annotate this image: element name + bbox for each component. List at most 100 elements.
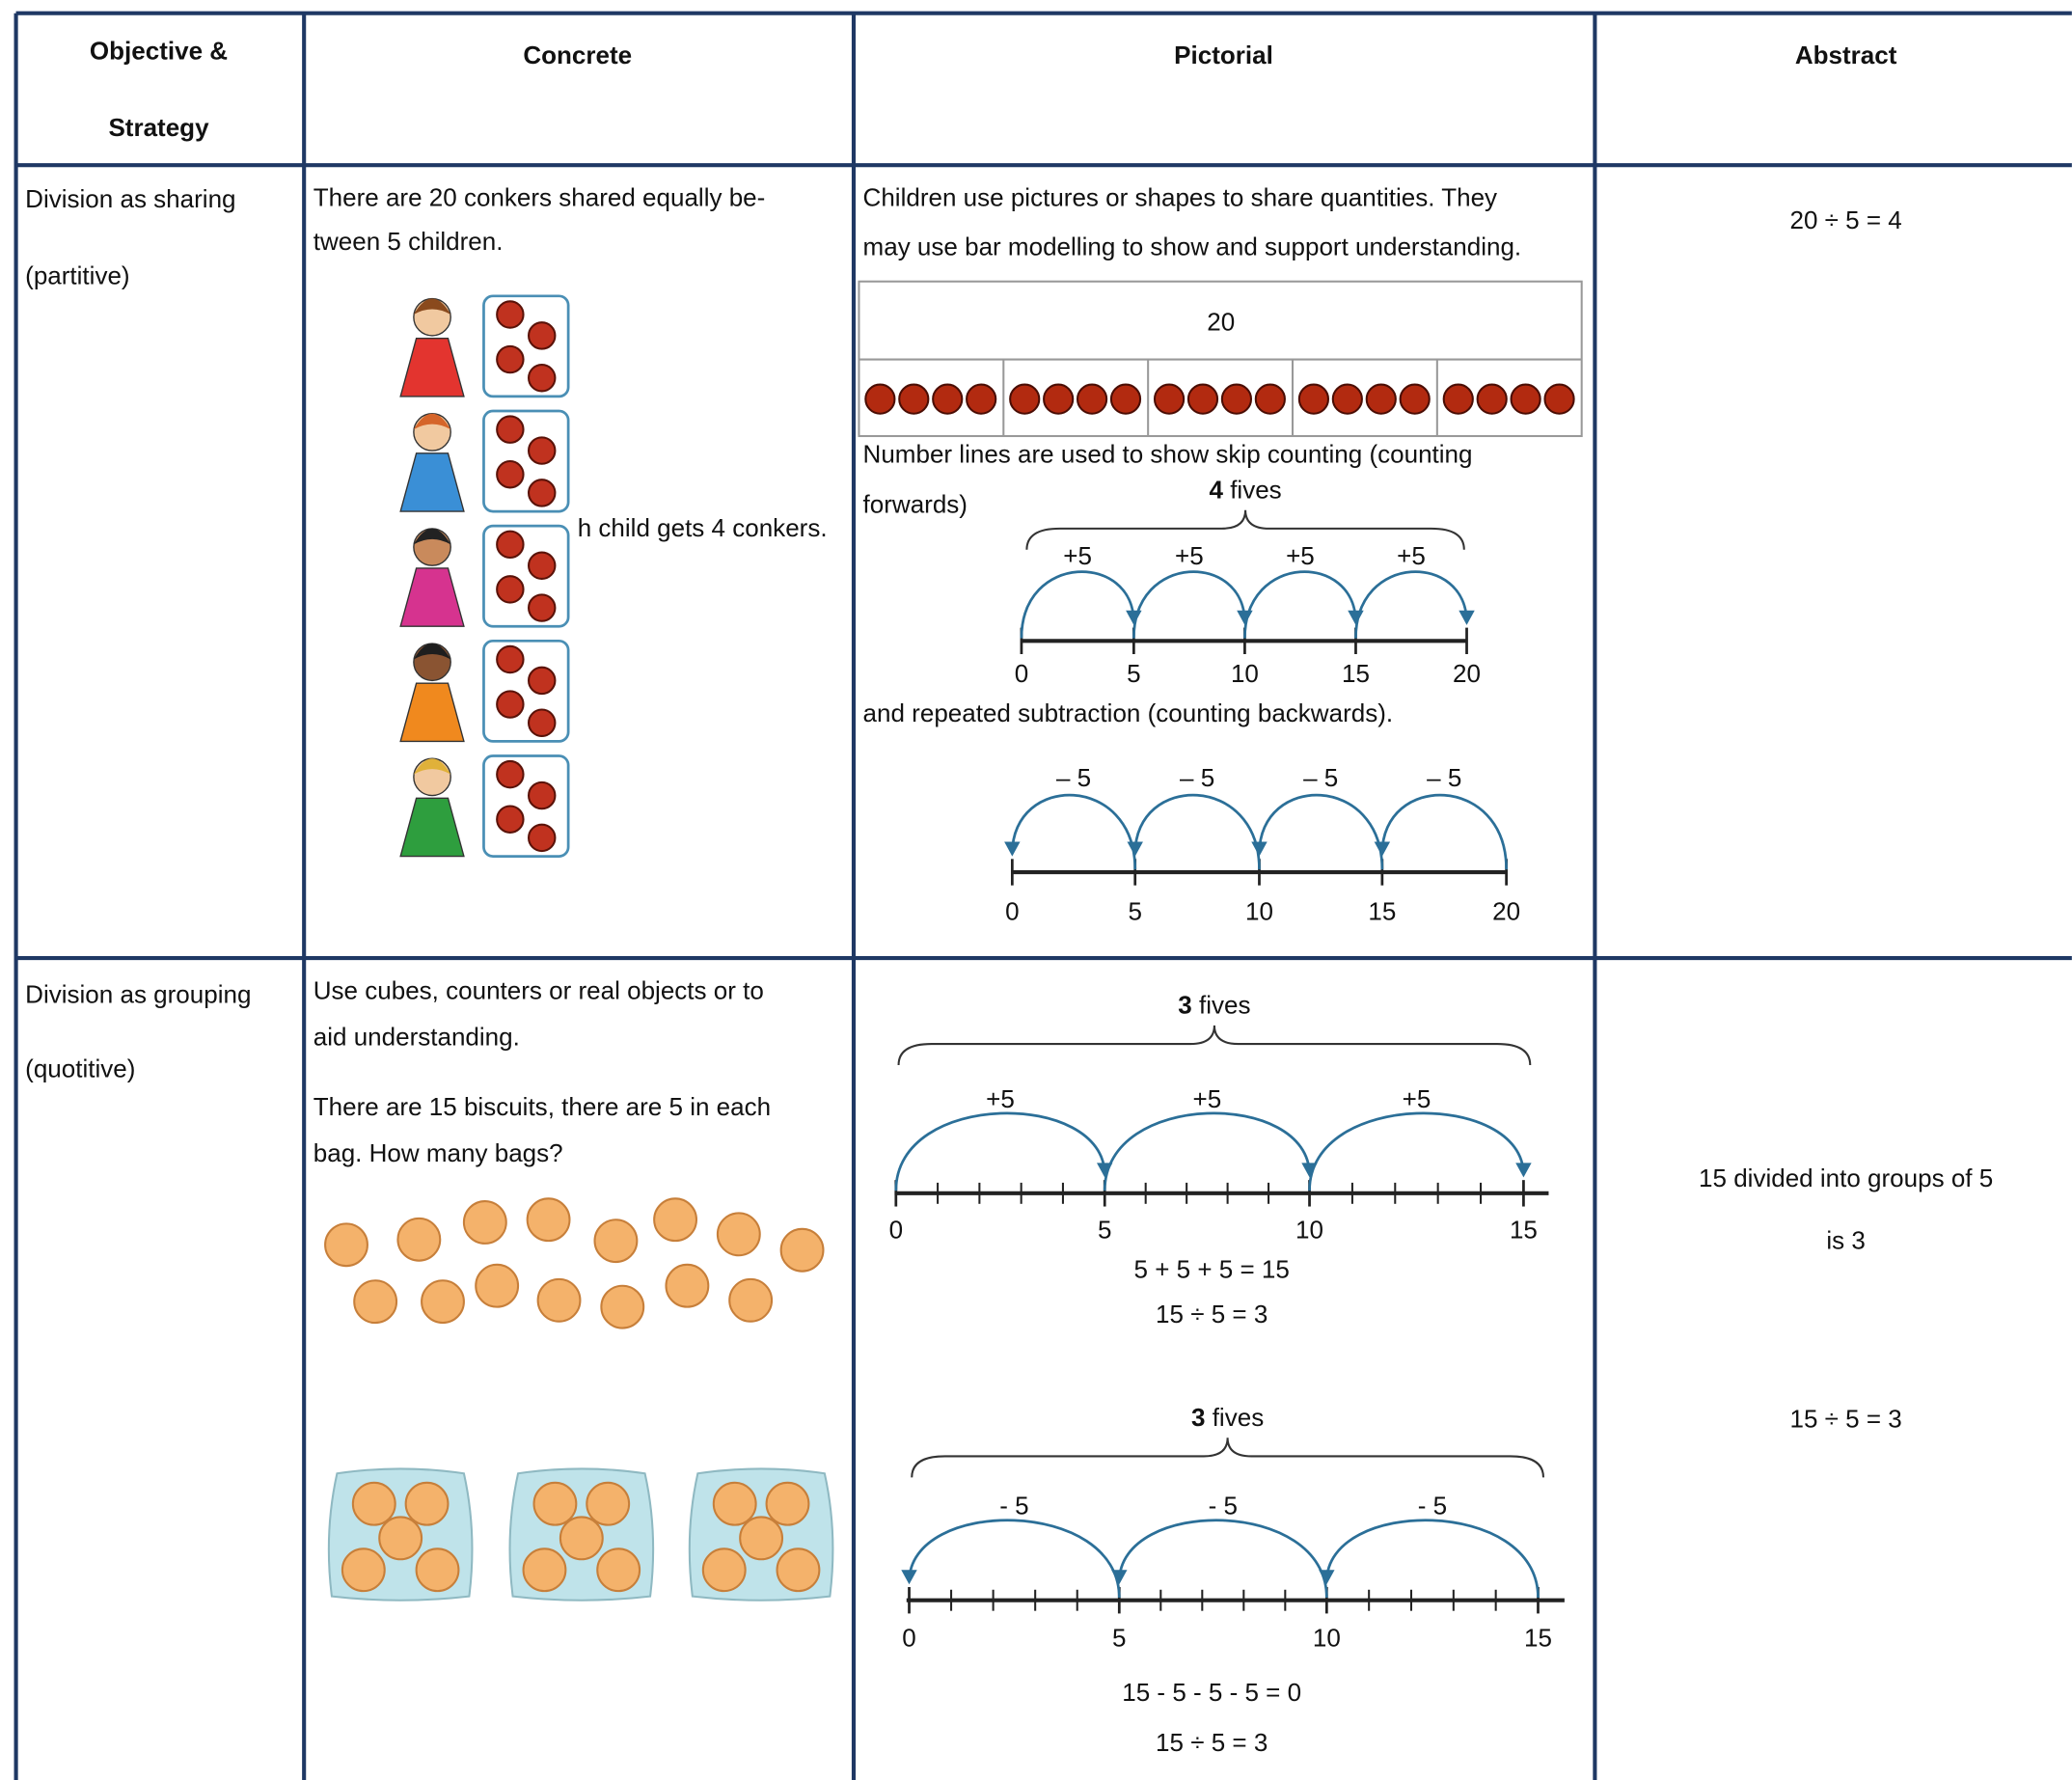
brace (1025, 509, 1465, 550)
abstract-text: is 3 (1826, 1225, 1865, 1254)
jump-arc (1380, 793, 1508, 870)
biscuit (526, 1197, 571, 1243)
number-label: 10 (1313, 1624, 1341, 1653)
biscuit (421, 1279, 465, 1325)
equation: 15 - 5 - 5 - 5 = 0 (1122, 1678, 1301, 1707)
number-label: 5 (1098, 1215, 1111, 1244)
biscuit (586, 1481, 631, 1526)
brace-label: 3 fives (1178, 991, 1250, 1020)
number-label: 0 (1005, 896, 1019, 925)
jump-arc (1020, 570, 1135, 639)
counter (1331, 383, 1363, 415)
jump-label: +5 (1175, 541, 1204, 570)
jump-arc (1010, 793, 1137, 870)
conker (528, 823, 557, 853)
number-label: 20 (1492, 896, 1520, 925)
concrete-caption: h child gets 4 conkers. (578, 513, 828, 542)
counter (898, 383, 930, 415)
conker (528, 364, 557, 393)
child-body (399, 567, 465, 627)
number-label: 0 (889, 1215, 903, 1244)
jump-label: – 5 (1427, 763, 1461, 792)
jump-label: +5 (1286, 541, 1315, 570)
child-body (399, 682, 465, 743)
concrete-text: tween 5 children. (314, 227, 504, 256)
jump-arc (1258, 793, 1384, 870)
jump-arc (894, 1111, 1106, 1191)
header-cell: Strategy (108, 113, 209, 142)
conker (528, 436, 557, 465)
number-label: 15 (1368, 896, 1396, 925)
brace-label: 3 fives (1191, 1403, 1264, 1432)
biscuit (353, 1279, 398, 1325)
jump-arc (1354, 570, 1468, 639)
conker (496, 805, 525, 834)
number-label: 5 (1112, 1624, 1126, 1653)
pictorial-text: Children use pictures or shapes to share… (863, 183, 1498, 212)
number-label: 10 (1295, 1215, 1323, 1244)
objective: Division as sharing (25, 184, 235, 213)
header-cell: Abstract (1795, 41, 1897, 69)
conker (496, 415, 525, 444)
number-label: 10 (1245, 896, 1273, 925)
equation: 15 ÷ 5 = 3 (1156, 1300, 1268, 1328)
conker (528, 551, 557, 580)
conker (528, 593, 557, 622)
concrete-text: There are 15 biscuits, there are 5 in ea… (314, 1092, 771, 1121)
number-label: 10 (1231, 659, 1259, 688)
child-hair (413, 528, 451, 545)
arrow-head (1515, 1163, 1532, 1178)
conker (528, 708, 557, 737)
conker (528, 666, 557, 696)
counter (1442, 383, 1474, 415)
jump-arc (1243, 570, 1357, 639)
conker (496, 530, 525, 560)
brace-count: 4 (1209, 475, 1223, 504)
pictorial-text: and repeated subtraction (counting backw… (863, 698, 1394, 727)
jump-arc (1103, 1111, 1311, 1191)
child-body (399, 452, 465, 512)
conker (496, 575, 525, 604)
counter (1153, 383, 1186, 415)
biscuit (351, 1481, 396, 1526)
biscuit (415, 1547, 460, 1593)
biscuit (378, 1516, 423, 1561)
conker (496, 690, 525, 719)
concrete-text: bag. How many bags? (314, 1138, 563, 1167)
concrete-text: aid understanding. (314, 1022, 520, 1051)
brace-unit: fives (1199, 991, 1250, 1020)
jump-label: +5 (1397, 541, 1426, 570)
biscuit (728, 1277, 774, 1323)
biscuit (593, 1219, 639, 1264)
number-label: 5 (1128, 896, 1141, 925)
counter (966, 383, 997, 415)
counter (932, 383, 964, 415)
jump-label: - 5 (1209, 1492, 1238, 1520)
number-label: 15 (1342, 659, 1370, 688)
counter (1076, 383, 1108, 415)
biscuit (559, 1516, 604, 1561)
conker (496, 460, 525, 489)
conker (528, 479, 557, 507)
abstract-equation: 20 ÷ 5 = 4 (1789, 205, 1901, 234)
conker (496, 300, 525, 329)
objective: (quotitive) (25, 1054, 135, 1082)
biscuit (341, 1547, 386, 1593)
equation: 15 ÷ 5 = 3 (1156, 1728, 1268, 1757)
child-body (399, 337, 465, 397)
counter (1399, 383, 1431, 415)
counter (1186, 383, 1219, 415)
counter (1476, 383, 1508, 415)
number-label: 15 (1524, 1624, 1552, 1653)
counter (1510, 383, 1541, 415)
biscuit (600, 1284, 645, 1329)
counter (864, 383, 896, 415)
jump-label: +5 (1193, 1084, 1222, 1113)
abstract-text: 15 divided into groups of 5 (1699, 1164, 1993, 1192)
jump-arc (1308, 1111, 1525, 1191)
counter (1043, 383, 1075, 415)
header-cell: Pictorial (1174, 41, 1273, 69)
child-hair (413, 413, 451, 430)
jump-label: - 5 (999, 1492, 1028, 1520)
